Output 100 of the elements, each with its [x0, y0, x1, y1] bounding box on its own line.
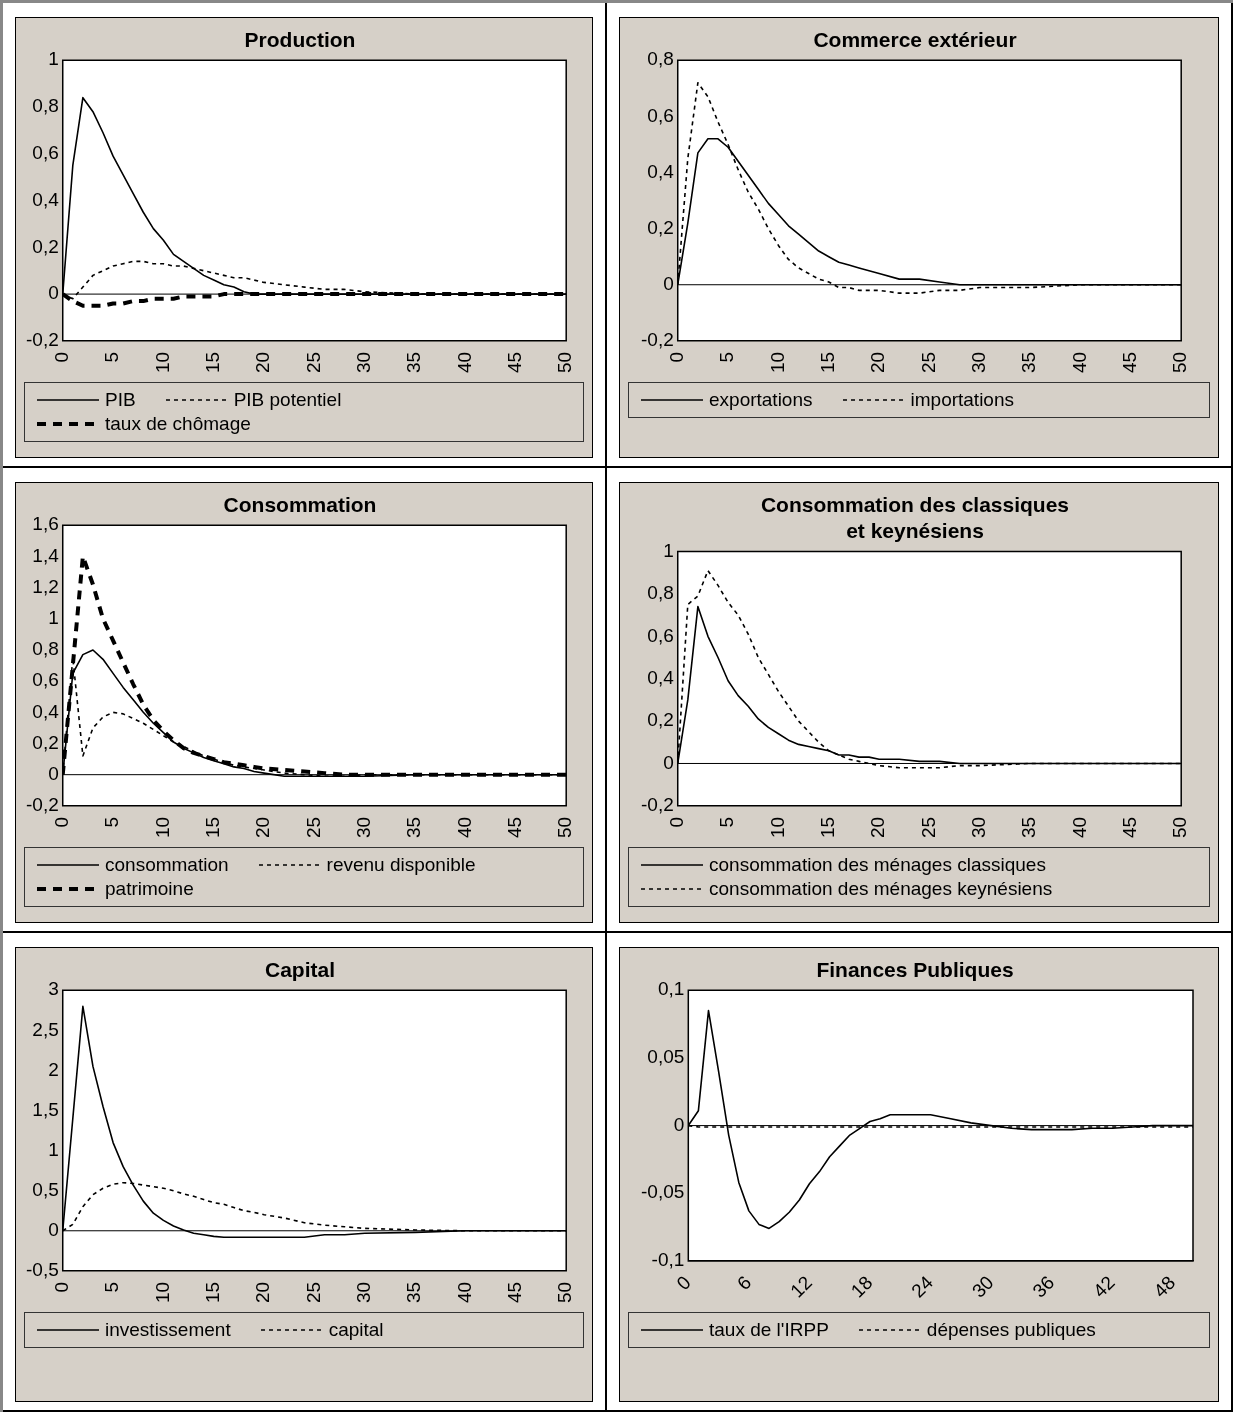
- x-tick-label: 5: [716, 816, 738, 828]
- x-tick-label: 10: [151, 351, 173, 374]
- x-tick-label: 25: [302, 351, 324, 374]
- y-tick-label: 0,05: [647, 1046, 685, 1068]
- chart-title: Production: [244, 27, 356, 51]
- y-tick-label: 0,4: [647, 666, 675, 688]
- y-tick-label: -0,2: [25, 794, 59, 816]
- x-tick-label: 35: [1018, 351, 1040, 374]
- x-tick-label: 45: [1119, 816, 1141, 839]
- y-tick-label: -0,05: [640, 1181, 685, 1203]
- chart-title: Consommation: [223, 492, 377, 516]
- x-tick-label: 5: [101, 816, 123, 828]
- legend-label: consommation des ménages keynésiens: [709, 878, 1053, 900]
- legend-label: taux de chômage: [105, 413, 251, 435]
- y-tick-label: 0,8: [647, 48, 674, 70]
- x-tick-label: 48: [1149, 1271, 1180, 1302]
- x-tick-label: 20: [252, 351, 274, 374]
- y-tick-label: 1: [48, 607, 59, 629]
- x-tick-label: 18: [846, 1271, 877, 1302]
- x-tick-label: 20: [867, 351, 889, 374]
- y-tick-label: 2: [48, 1058, 59, 1080]
- x-tick-label: 5: [101, 1281, 123, 1293]
- legend-label: capital: [328, 1319, 384, 1341]
- legend-label: investissement: [105, 1319, 231, 1341]
- y-tick-label: 1: [663, 539, 674, 561]
- legend-label: importations: [910, 389, 1015, 411]
- x-tick-label: 42: [1088, 1271, 1119, 1302]
- legend-label: PIB: [105, 389, 136, 411]
- x-tick-label: 10: [766, 351, 788, 374]
- legend-label: dépenses publiques: [926, 1319, 1096, 1341]
- x-tick-label: 6: [733, 1271, 756, 1294]
- y-tick-label: 0: [663, 751, 674, 773]
- y-tick-label: -0,2: [25, 329, 59, 351]
- x-tick-label: 25: [302, 816, 324, 839]
- y-tick-label: 0,8: [647, 582, 674, 604]
- x-tick-label: 30: [968, 351, 990, 374]
- y-tick-label: 0,2: [647, 709, 674, 731]
- y-tick-label: 1,4: [32, 544, 60, 566]
- y-tick-label: 0,6: [32, 669, 59, 691]
- y-tick-label: 0,8: [32, 95, 59, 117]
- legend-label: consommation: [105, 854, 229, 876]
- y-tick-label: 0,5: [32, 1178, 59, 1200]
- x-tick-label: 45: [504, 1281, 526, 1304]
- x-tick-label: 5: [716, 351, 738, 363]
- y-tick-label: 0: [48, 282, 59, 304]
- legend-label: PIB potentiel: [233, 389, 342, 411]
- chart-title: Capital: [264, 957, 336, 981]
- x-tick-label: 35: [403, 351, 425, 374]
- legend-label: exportations: [709, 389, 813, 411]
- x-tick-label: 30: [968, 816, 990, 839]
- y-tick-label: 3: [48, 978, 59, 1000]
- x-tick-label: 20: [252, 816, 274, 839]
- y-tick-label: 0,2: [32, 235, 59, 257]
- x-tick-label: 50: [554, 1281, 576, 1304]
- x-tick-label: 40: [453, 351, 475, 374]
- x-tick-label: 15: [817, 351, 839, 374]
- x-tick-label: 30: [967, 1271, 998, 1302]
- x-tick-label: 50: [554, 816, 576, 839]
- chart-title: Consommation des classiques et keynésiens: [760, 492, 1070, 543]
- x-tick-label: 50: [554, 351, 576, 374]
- x-tick-label: 40: [453, 816, 475, 839]
- y-tick-label: 0,4: [647, 160, 675, 182]
- x-tick-label: 40: [1068, 351, 1090, 374]
- x-tick-label: 50: [1169, 816, 1191, 839]
- x-tick-label: 30: [353, 1281, 375, 1304]
- chart-title: Commerce extérieur: [813, 27, 1017, 51]
- x-tick-label: 15: [202, 1281, 224, 1304]
- y-tick-label: 0,4: [32, 188, 60, 210]
- y-tick-label: 0,2: [647, 216, 674, 238]
- y-tick-label: -0,2: [640, 329, 674, 351]
- x-tick-label: 50: [1169, 351, 1191, 374]
- y-tick-label: 0: [673, 1113, 685, 1135]
- x-tick-label: 10: [766, 816, 788, 839]
- x-tick-label: 40: [453, 1281, 475, 1304]
- y-tick-label: 1,2: [32, 575, 59, 597]
- y-tick-label: 0,6: [32, 142, 59, 164]
- y-tick-label: 0,8: [32, 638, 59, 660]
- y-tick-label: 1: [48, 48, 59, 70]
- legend-label: taux de l'IRPP: [709, 1319, 829, 1341]
- y-tick-label: 0,2: [32, 731, 59, 753]
- y-tick-label: 0: [48, 1219, 59, 1241]
- x-tick-label: 10: [151, 816, 173, 839]
- y-tick-label: 0,6: [647, 104, 674, 126]
- x-tick-label: 25: [302, 1281, 324, 1304]
- y-tick-label: 2,5: [32, 1018, 59, 1040]
- x-tick-label: 24: [907, 1271, 938, 1302]
- x-tick-label: 15: [817, 816, 839, 839]
- x-tick-label: 25: [917, 816, 939, 839]
- legend-label: revenu disponible: [326, 854, 476, 876]
- y-tick-label: 0,6: [647, 624, 674, 646]
- x-tick-label: 35: [403, 816, 425, 839]
- y-tick-label: 0: [48, 762, 59, 784]
- y-tick-label: -0,2: [640, 794, 674, 816]
- x-tick-label: 25: [917, 351, 939, 374]
- x-tick-label: 12: [786, 1271, 816, 1302]
- legend-label: patrimoine: [105, 878, 194, 900]
- y-tick-label: 1,5: [32, 1098, 59, 1120]
- x-tick-label: 5: [101, 351, 123, 363]
- x-tick-label: 30: [353, 351, 375, 374]
- x-tick-label: 40: [1068, 816, 1090, 839]
